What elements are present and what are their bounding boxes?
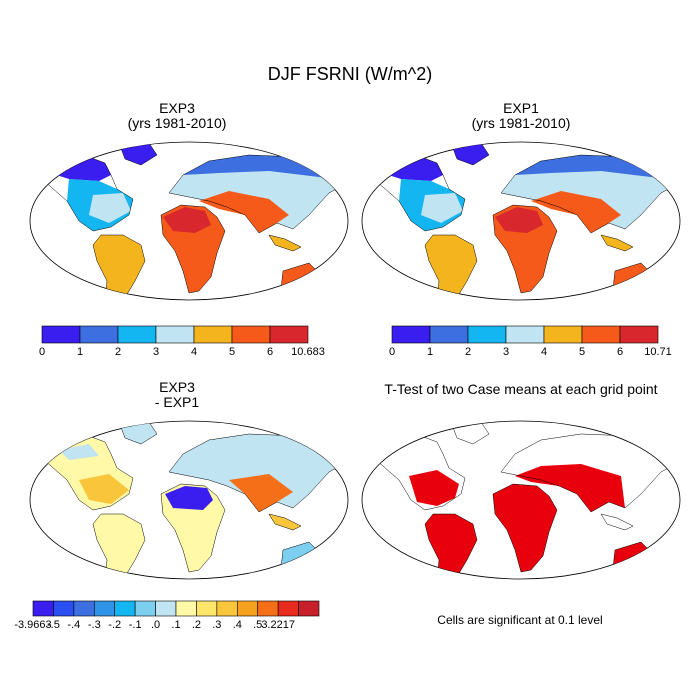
colorbar-3-tick-label: 3.2217 — [261, 619, 295, 631]
colorbar-3-tick-label: .4 — [232, 619, 242, 631]
colorbar-3-tick-label: -3.9663 — [14, 619, 52, 631]
colorbar-2-tick-label: 1 — [426, 346, 434, 358]
colorbar-3-swatch — [73, 600, 95, 617]
colorbar-1-tick-label: 4 — [190, 346, 198, 358]
colorbar-1-swatch — [155, 325, 195, 344]
panel-1-title: EXP3 (yrs 1981-2010) — [92, 101, 262, 131]
colorbar-1-swatch — [117, 325, 157, 344]
panel-3-diff: - EXP1 — [154, 394, 200, 410]
colorbar-1-tick-label: 0 — [38, 346, 46, 358]
colorbar-1-tick-label: 3 — [152, 346, 160, 358]
panel-1-years: (yrs 1981-2010) — [127, 115, 227, 131]
colorbar-2-swatch — [467, 325, 507, 344]
colorbar-1-tick-label: 1 — [76, 346, 84, 358]
colorbar-3-swatch — [196, 600, 218, 617]
colorbar-2-tick-label: 10.71 — [644, 346, 672, 358]
colorbar-3-swatch — [216, 600, 238, 617]
colorbar-2-tick-label: 6 — [616, 346, 624, 358]
colorbar-3-swatch — [298, 600, 320, 617]
main-title: DJF FSRNI (W/m^2) — [267, 64, 433, 84]
panel-3-title: EXP3 - EXP1 — [92, 380, 262, 410]
colorbar-2-tick-label: 5 — [578, 346, 586, 358]
colorbar-2-tick-label: 0 — [388, 346, 396, 358]
colorbar-3-swatch — [155, 600, 177, 617]
colorbar-3-swatch — [114, 600, 136, 617]
colorbar-2-tick-label: 2 — [464, 346, 472, 358]
colorbar-3-tick-label: -.3 — [87, 619, 101, 631]
colorbar-1-tick-label: 2 — [114, 346, 122, 358]
colorbar-3-swatch — [32, 600, 54, 617]
colorbar-3-tick-label: -.5 — [47, 619, 60, 631]
colorbar-1-tick-label: 10.683 — [291, 346, 325, 358]
colorbar-3-tick-label: -.4 — [67, 619, 81, 631]
map-exp3 — [29, 141, 349, 301]
panel-2-name: EXP1 — [503, 100, 539, 116]
colorbar-3-swatch — [93, 600, 116, 617]
colorbar-3-swatch — [175, 600, 197, 617]
colorbar-2-swatch — [505, 325, 545, 344]
colorbar-3-tick-label: .3 — [212, 619, 222, 631]
colorbar-2-swatch — [619, 325, 659, 344]
colorbar-1-tick-label: 5 — [228, 346, 236, 358]
panel-3-name: EXP3 — [159, 379, 195, 395]
colorbar-3-tick-label: .5 — [253, 619, 263, 631]
panel-2-years: (yrs 1981-2010) — [471, 115, 571, 131]
colorbar-3-tick-label: -.2 — [108, 619, 122, 631]
colorbar-3-swatch — [236, 600, 259, 617]
map-difference — [29, 420, 349, 580]
colorbar-2-swatch — [581, 325, 621, 344]
significance-note: Cells are significant at 0.1 level — [437, 613, 603, 627]
colorbar-1-swatch — [269, 325, 309, 344]
panel-4-title: T-Test of two Case means at each grid po… — [384, 381, 658, 397]
colorbar-2-tick-label: 3 — [502, 346, 510, 358]
colorbar-1-swatch — [231, 325, 271, 344]
colorbar-1-swatch — [79, 325, 119, 344]
colorbar-1-tick-label: 6 — [266, 346, 274, 358]
colorbar-3-swatch — [257, 600, 279, 617]
colorbar-2-swatch — [543, 325, 583, 344]
colorbar-2-swatch — [429, 325, 469, 344]
panel-1-name: EXP3 — [159, 100, 195, 116]
colorbar-3-swatch — [53, 600, 75, 617]
colorbar-3-swatch — [134, 600, 156, 617]
colorbar-2-tick-label: 4 — [540, 346, 548, 358]
colorbar-3-tick-label: .0 — [150, 619, 161, 631]
colorbar-1-swatch — [41, 325, 81, 344]
colorbar-3-tick-label: -.1 — [128, 619, 142, 631]
colorbar-3-tick-label: .1 — [171, 619, 181, 631]
panel-2-title: EXP1 (yrs 1981-2010) — [436, 101, 606, 131]
colorbar-2-swatch — [391, 325, 431, 344]
colorbar-1-swatch — [193, 325, 233, 344]
colorbar-3-tick-label: .2 — [191, 619, 202, 631]
colorbar-3-swatch — [277, 600, 299, 617]
